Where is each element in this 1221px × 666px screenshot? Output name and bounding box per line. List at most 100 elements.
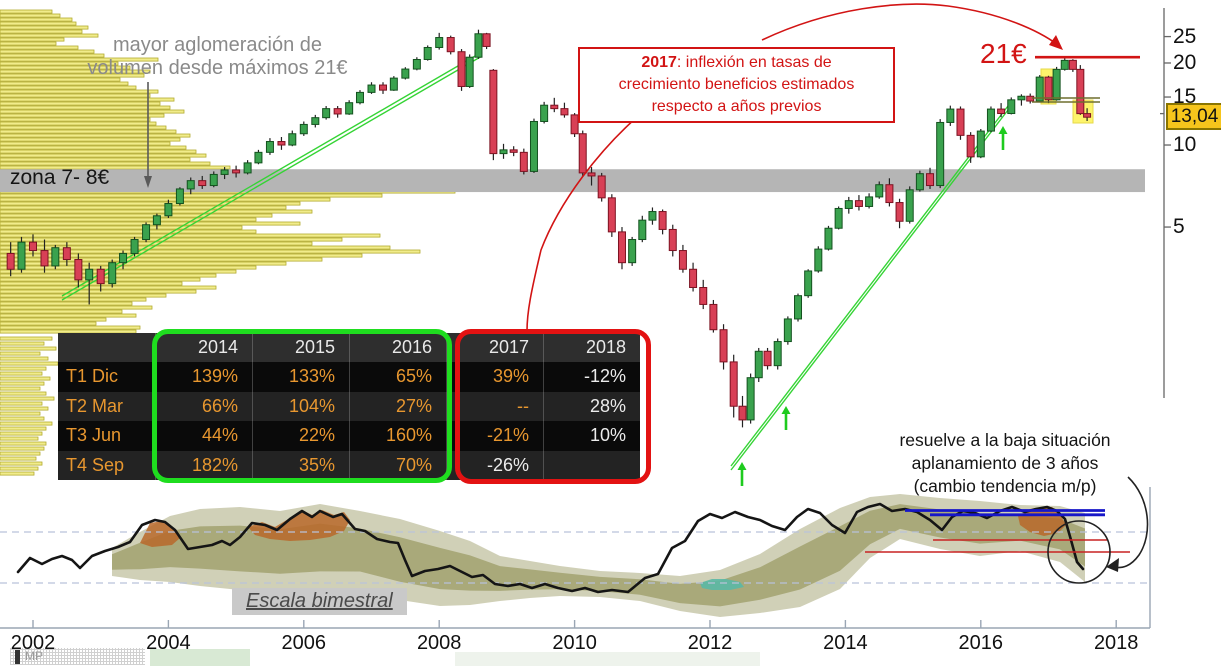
volume-profile-bar	[0, 233, 381, 238]
candle-body	[435, 37, 444, 48]
candle-body	[519, 151, 528, 172]
red-connector-to-table	[526, 116, 638, 332]
volume-profile-bar	[0, 85, 137, 90]
candle-body	[865, 196, 874, 207]
candle-body	[689, 268, 698, 289]
candle-body	[956, 108, 965, 136]
volume-profile-bar	[0, 65, 131, 70]
candle-body	[738, 405, 747, 421]
candle-body	[489, 69, 498, 155]
trendline	[61, 51, 483, 297]
table-row-label: T1 Dic	[66, 366, 119, 387]
volume-profile-bar	[0, 149, 197, 154]
momentum-patch-orange	[248, 510, 350, 541]
candle-body	[658, 211, 667, 230]
bottom-strip-green	[150, 649, 250, 666]
candle-body	[509, 149, 518, 153]
candle-body	[824, 227, 833, 250]
volume-profile-bar	[0, 257, 323, 262]
table-cell: 104%	[252, 391, 349, 422]
volume-profile-bar	[0, 301, 133, 306]
candle-body	[85, 268, 94, 281]
volume-profile-bar	[0, 426, 47, 431]
volume-profile-bar	[0, 69, 151, 74]
volume-profile-bar	[0, 461, 43, 466]
volume-profile-bar	[0, 309, 123, 314]
volume-profile-bar	[0, 225, 243, 230]
table-cell: 35%	[252, 450, 349, 480]
candle-body	[175, 188, 184, 205]
volume-profile-bar	[0, 197, 331, 202]
volume-profile-bar	[0, 441, 47, 446]
green-up-arrow-head	[998, 126, 1008, 134]
volume-profile-bar	[0, 451, 41, 456]
candle-body	[668, 228, 677, 252]
volume-profile-bar	[0, 361, 59, 366]
candle-body	[345, 102, 354, 115]
candle-body	[1007, 99, 1016, 115]
green-up-arrow-head	[737, 462, 747, 470]
candle-body	[355, 91, 364, 104]
scale-label: Escala bimestral	[232, 588, 407, 615]
volume-profile-bar	[0, 77, 121, 82]
volume-profile-bar	[0, 411, 41, 416]
candle-body	[814, 248, 823, 272]
candle-body	[474, 33, 483, 58]
table-cell: 2016	[349, 333, 446, 363]
volume-profile-bar	[0, 253, 363, 258]
volume-profile-bar	[0, 381, 45, 386]
volume-profile-bar	[0, 101, 161, 106]
candle-body	[997, 108, 1006, 115]
candle-body	[678, 250, 687, 270]
candle-body	[277, 141, 286, 146]
candle-body	[570, 114, 579, 135]
candle-body	[254, 151, 263, 164]
candle-body	[1017, 95, 1026, 101]
volume-profile-bar	[0, 209, 313, 214]
candle-body	[265, 141, 274, 153]
candle-body	[457, 51, 466, 87]
volume-profile-bar	[0, 89, 159, 94]
green-up-arrow-head	[781, 406, 791, 414]
volume-profile-bar	[0, 249, 421, 254]
volume-profile-bar	[0, 285, 217, 290]
candle-body	[130, 239, 139, 254]
candle-body	[152, 215, 161, 226]
candle-body	[367, 84, 376, 93]
volume-profile-bar	[0, 201, 301, 206]
volume-profile-bar	[0, 133, 191, 138]
zone-label: zona 7- 8€	[10, 166, 110, 189]
volume-profile-bar	[0, 145, 187, 150]
volume-profile-bar	[0, 421, 53, 426]
breakdown-circle	[1047, 520, 1111, 584]
candle-body	[578, 133, 587, 174]
candle-body	[209, 173, 218, 187]
volume-profile-bar	[0, 193, 383, 198]
table-cell: 27%	[349, 391, 446, 422]
trendline	[730, 105, 1009, 467]
table-cell: 2018	[543, 333, 640, 363]
table-cell: 65%	[349, 362, 446, 392]
volume-profile-bar	[0, 317, 107, 322]
volume-profile-bar	[0, 37, 65, 42]
price-21-label: 21€	[980, 38, 1027, 69]
volume-profile-bar	[0, 53, 105, 58]
volume-profile-bar	[0, 376, 51, 381]
curved-arrow	[1111, 476, 1149, 569]
curved-arrow-head	[1106, 558, 1119, 572]
candle-body	[597, 175, 606, 199]
volume-profile-bar	[0, 21, 77, 26]
volume-profile-bar	[0, 237, 343, 242]
table-cell: -12%	[543, 362, 640, 392]
candle-body	[401, 68, 410, 79]
red-connector-arrowhead	[1049, 35, 1063, 50]
candle-body	[322, 108, 331, 119]
watermark-bar	[15, 650, 20, 664]
candle-body	[379, 84, 388, 91]
volume-profile-bar	[0, 41, 57, 46]
volume-profile-bar	[0, 336, 53, 341]
table-row-label	[58, 333, 155, 362]
candle-body	[1076, 68, 1085, 115]
volume-cluster-note: mayor aglomeración de volumen desde máxi…	[87, 34, 348, 79]
volume-profile-bar	[0, 406, 49, 411]
